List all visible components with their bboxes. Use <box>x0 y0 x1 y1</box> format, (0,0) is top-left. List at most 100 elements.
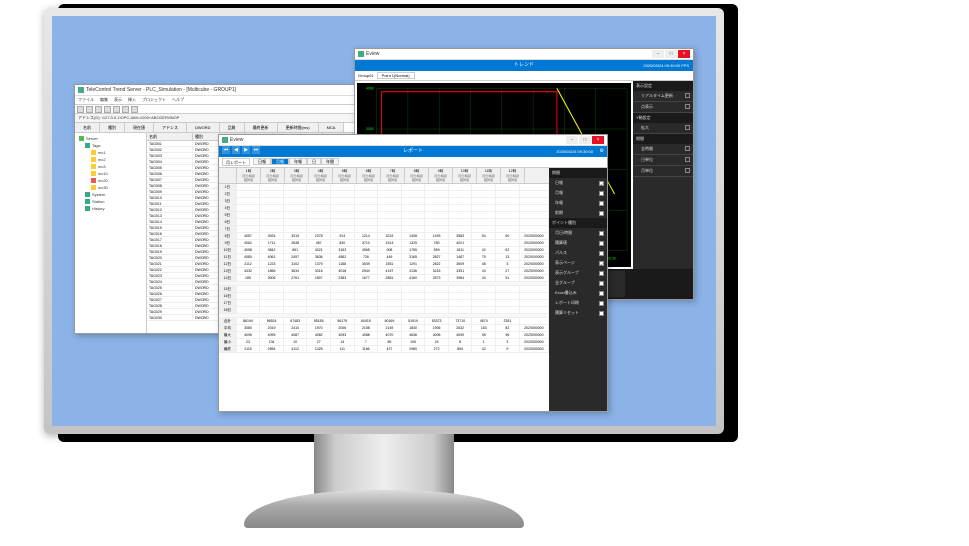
column-header[interactable]: 現在値 <box>125 123 154 132</box>
toolbar-icon[interactable] <box>122 106 129 113</box>
w3-titlebar[interactable]: Eview − □ × <box>219 135 607 146</box>
table-row[interactable]: 平均30802019241019702006215821491840190626… <box>219 325 549 332</box>
column-header[interactable]: アドレス <box>154 123 187 132</box>
trend-side-panel[interactable]: 表示設定リアルタイム更新点表示Y軸設定拡大期間全時間日単位月単位 <box>633 81 693 269</box>
side-item[interactable]: 日報 <box>549 178 607 188</box>
side-item[interactable]: レポート印刷 <box>549 298 607 308</box>
minimize-button[interactable]: − <box>566 136 578 144</box>
trend-controls[interactable]: Group01 Point 1(Normal) <box>355 71 693 81</box>
table-row[interactable]: 10日4058384265140213153456590817555591811… <box>219 247 549 254</box>
menu-item[interactable]: ファイル <box>78 97 94 103</box>
period-tab[interactable]: 日報 <box>253 158 271 165</box>
tree-item[interactable]: System <box>77 191 144 198</box>
date-field[interactable]: 月レポート <box>222 158 250 166</box>
column-header[interactable]: 更新時間(ms) <box>278 123 319 132</box>
toolbar-icon[interactable] <box>104 106 111 113</box>
report-table[interactable]: 1時月日/時間積算値2時月日/時間積算値3時月日/時間積算値4時月日/時間積算値… <box>219 168 549 411</box>
nav-first-icon[interactable]: ⏮ <box>222 146 230 154</box>
table-row[interactable]: 2日 <box>219 191 549 198</box>
period-tab[interactable]: 日 <box>307 158 321 165</box>
tree-item[interactable]: mc30 <box>77 184 144 191</box>
menu-item[interactable]: プロジェクト <box>142 97 166 103</box>
table-row[interactable]: 17日 <box>219 300 549 307</box>
table-row[interactable]: 5日 <box>219 212 549 219</box>
table-row[interactable]: 7日 <box>219 226 549 233</box>
side-item[interactable]: 点表示 <box>633 102 693 113</box>
column-header[interactable]: MCA <box>319 123 345 132</box>
menu-item[interactable]: 表示 <box>114 97 122 103</box>
side-item[interactable]: 年報 <box>549 198 607 208</box>
report-side-panel[interactable]: 期間日報月報年報前期ポイント種別月日/時間積算値パルス表示ページ表示グループ全グ… <box>549 168 607 411</box>
maximize-button[interactable]: □ <box>579 136 591 144</box>
side-item[interactable]: 月日/時間 <box>549 228 607 238</box>
tree-item[interactable]: History <box>77 205 144 212</box>
gear-icon[interactable]: ⚙ <box>600 146 604 157</box>
side-item[interactable]: 日単位 <box>633 155 693 166</box>
table-row[interactable]: 最終21152554411214251111166427298027285442… <box>219 346 549 353</box>
table-row[interactable]: 9日40621711263846783037101513132578040212… <box>219 240 549 247</box>
report-controls[interactable]: 月レポート 日報月報年報日年間 <box>219 157 607 168</box>
side-item[interactable]: 積算リセット <box>549 308 607 318</box>
close-button[interactable]: × <box>678 50 690 58</box>
table-row[interactable]: 13日3432186636343316401825444157413632153… <box>219 268 549 275</box>
table-row[interactable]: 18日 <box>219 307 549 314</box>
nav-next-icon[interactable]: ▶ <box>242 146 250 154</box>
table-row[interactable]: 最大40954095408740824093408840704636400540… <box>219 332 549 339</box>
toolbar-icon[interactable] <box>131 106 138 113</box>
tree-item[interactable]: mc1 <box>77 149 144 156</box>
menu-item[interactable]: 編集 <box>100 97 108 103</box>
side-item[interactable]: パルス <box>549 248 607 258</box>
nav-prev-icon[interactable]: ◀ <box>232 146 240 154</box>
table-row[interactable]: 3日 <box>219 198 549 205</box>
table-row[interactable]: 1日 <box>219 184 549 191</box>
side-item[interactable]: 月単位 <box>633 166 693 177</box>
close-button[interactable]: × <box>592 136 604 144</box>
period-tab[interactable]: 年報 <box>289 158 307 165</box>
toolbar-icon[interactable] <box>95 106 102 113</box>
table-row[interactable]: 15日 <box>219 286 549 293</box>
table-row[interactable]: 14日1853006276118072383167728814160257339… <box>219 275 549 282</box>
table-row[interactable]: 16日 <box>219 293 549 300</box>
side-item[interactable]: 全グループ <box>549 278 607 288</box>
report-window[interactable]: Eview − □ × ⏮ ◀ ▶ ⏭ レポート 2020/03/24 09:3… <box>218 134 608 412</box>
maximize-button[interactable]: □ <box>665 50 677 58</box>
period-tab[interactable]: 年間 <box>321 158 339 165</box>
side-item[interactable]: Excel書込み <box>549 288 607 298</box>
column-header[interactable]: 種別 <box>100 123 125 132</box>
tree-item[interactable]: Server <box>77 135 144 142</box>
side-item[interactable]: リアルタイム更新 <box>633 91 693 102</box>
w2-titlebar[interactable]: Eview − □ × <box>355 49 693 60</box>
tree-item[interactable]: mc10 <box>77 170 144 177</box>
table-row[interactable]: 12日2112122331021379118835391551129128223… <box>219 261 549 268</box>
side-item[interactable]: 拡大 <box>633 123 693 134</box>
table-row[interactable]: 合計86194565246748355155561796041560169515… <box>219 318 549 325</box>
side-item[interactable]: 前期 <box>549 208 607 218</box>
column-header[interactable]: 最終更新 <box>245 123 278 132</box>
side-item[interactable]: 積算値 <box>549 238 607 248</box>
table-row[interactable]: 4日 <box>219 205 549 212</box>
tree-item[interactable]: Tags <box>77 142 144 149</box>
column-header[interactable]: DWORD <box>187 123 220 132</box>
toolbar-icon[interactable] <box>113 106 120 113</box>
point-dropdown[interactable]: Point 1(Normal) <box>377 72 415 79</box>
tree-item[interactable]: mc2 <box>77 156 144 163</box>
tree-item[interactable]: Station <box>77 198 144 205</box>
tree-item[interactable]: mc3 <box>77 163 144 170</box>
column-header[interactable]: 品質 <box>220 123 245 132</box>
side-item[interactable]: 表示ページ <box>549 258 607 268</box>
table-row[interactable]: 11日4080406124973636456272644931652827148… <box>219 254 549 261</box>
menu-item[interactable]: 挿入 <box>128 97 136 103</box>
toolbar-icon[interactable] <box>77 106 84 113</box>
toolbar-icon[interactable] <box>86 106 93 113</box>
table-row[interactable]: 最小23134102714789105248132020000000 <box>219 339 549 346</box>
nav-last-icon[interactable]: ⏭ <box>252 146 260 154</box>
period-tab[interactable]: 月報 <box>271 158 289 165</box>
menu-item[interactable]: ヘルプ <box>172 97 184 103</box>
column-header[interactable]: 名前 <box>75 123 100 132</box>
tree-panel[interactable]: ServerTagsmc1mc2mc3mc10mc20mc30SystemSta… <box>75 133 147 333</box>
table-row[interactable]: 6日 <box>219 219 549 226</box>
table-row[interactable]: 8日40573924331923789141214321914081493358… <box>219 233 549 240</box>
side-item[interactable]: 全時間 <box>633 144 693 155</box>
tree-item[interactable]: mc20 <box>77 177 144 184</box>
minimize-button[interactable]: − <box>652 50 664 58</box>
